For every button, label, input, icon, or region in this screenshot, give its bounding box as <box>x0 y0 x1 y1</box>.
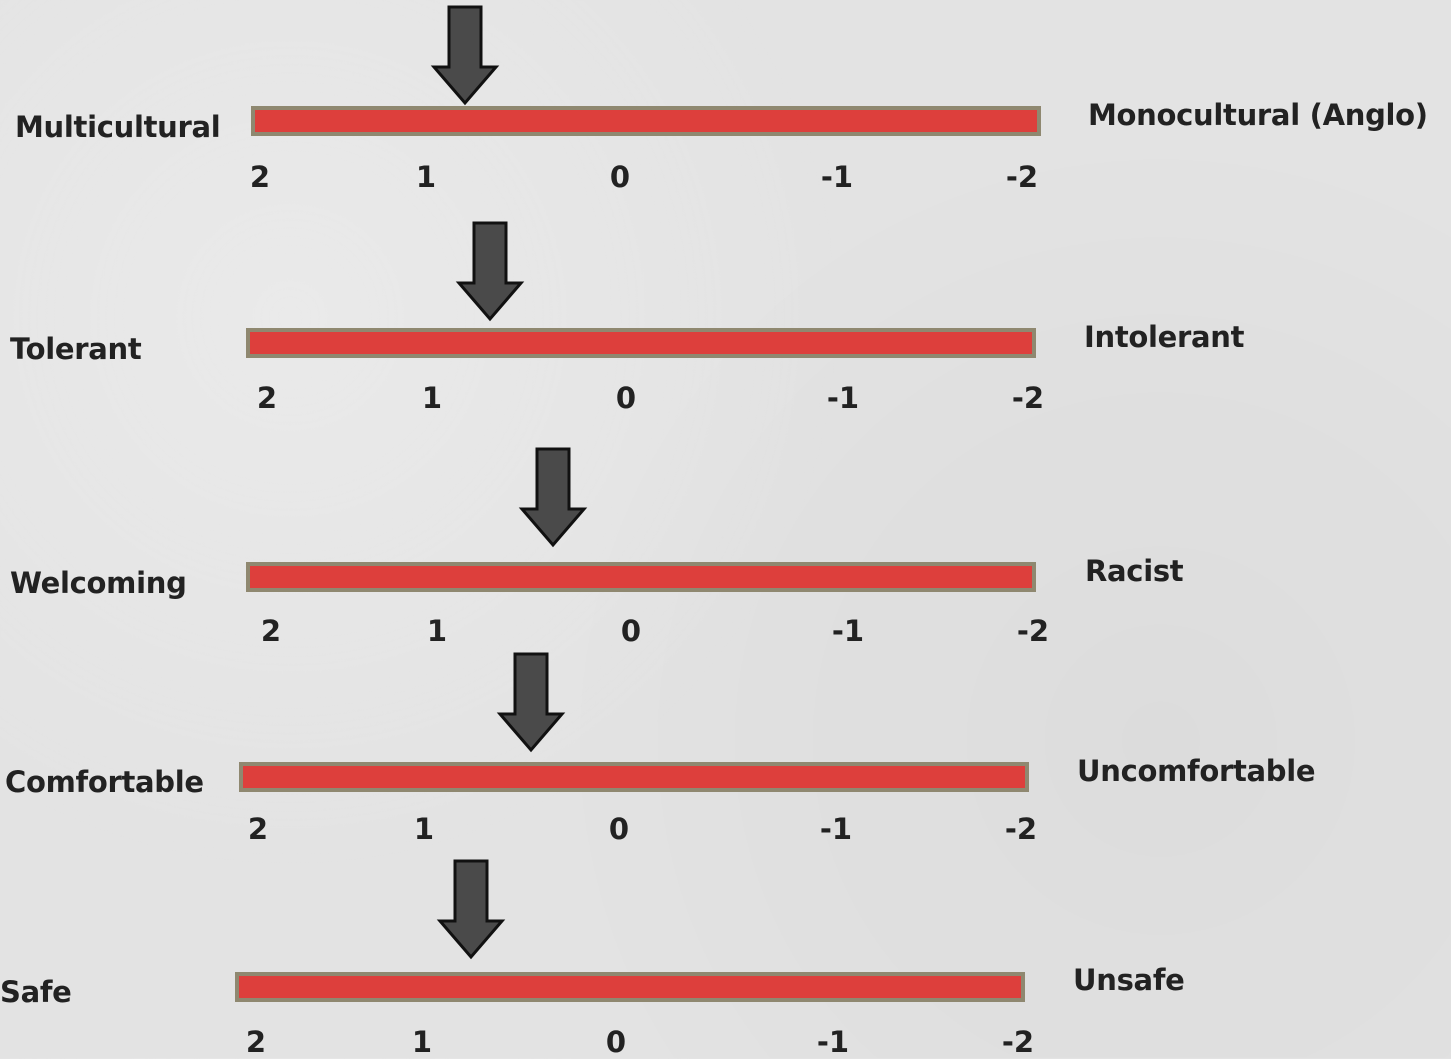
scale-tick-label: -1 <box>826 381 860 415</box>
scale-tick-label: 1 <box>413 812 435 846</box>
scale-tick-label: -1 <box>816 1025 850 1059</box>
scale-bar <box>246 328 1036 358</box>
scale-right-label: Unsafe <box>1073 963 1185 997</box>
scale-left-label: Tolerant <box>10 332 142 366</box>
scale-left-label: Welcoming <box>10 566 187 600</box>
scale-tick-label: -2 <box>1004 812 1038 846</box>
scale-tick-label: 2 <box>260 614 282 648</box>
scale-bar <box>246 562 1036 592</box>
scale-tick-label: -2 <box>1011 381 1045 415</box>
scale-right-label: Monocultural (Anglo) <box>1088 98 1428 132</box>
scale-right-label: Racist <box>1085 554 1184 588</box>
down-arrow-icon <box>496 652 566 753</box>
scale-tick-label: 2 <box>256 381 278 415</box>
rating-arrow-marker <box>436 859 505 960</box>
scale-right-label: Uncomfortable <box>1077 754 1316 788</box>
scale-bar <box>251 106 1041 136</box>
rating-arrow-marker <box>496 652 566 753</box>
scale-tick-label: 0 <box>609 160 631 194</box>
down-arrow-icon <box>519 447 588 548</box>
rating-arrow-marker <box>519 447 588 548</box>
scale-tick-label: -2 <box>1016 614 1050 648</box>
scale-tick-label: -1 <box>831 614 865 648</box>
scale-left-label: Safe <box>0 975 72 1009</box>
scale-tick-label: 2 <box>245 1025 267 1059</box>
scale-tick-label: 1 <box>411 1025 433 1059</box>
scale-left-label: Comfortable <box>5 765 204 799</box>
scale-tick-label: -2 <box>1005 160 1039 194</box>
scale-tick-label: 1 <box>421 381 443 415</box>
scale-tick-label: 0 <box>620 614 642 648</box>
scale-tick-label: -1 <box>820 160 854 194</box>
scale-left-label: Multicultural <box>15 110 221 144</box>
scale-tick-label: 0 <box>605 1025 627 1059</box>
scale-tick-label: 1 <box>426 614 448 648</box>
rating-arrow-marker <box>430 5 500 106</box>
scale-tick-label: 1 <box>415 160 437 194</box>
scale-tick-label: -1 <box>819 812 853 846</box>
scale-tick-label: 2 <box>249 160 271 194</box>
down-arrow-icon <box>455 221 525 322</box>
down-arrow-icon <box>430 5 500 106</box>
scale-bar <box>239 762 1029 792</box>
scale-right-label: Intolerant <box>1084 320 1245 354</box>
down-arrow-icon <box>436 859 505 960</box>
scale-tick-label: -2 <box>1001 1025 1035 1059</box>
scale-tick-label: 0 <box>608 812 630 846</box>
scale-tick-label: 2 <box>247 812 269 846</box>
rating-arrow-marker <box>455 221 525 322</box>
scale-bar <box>235 972 1025 1002</box>
scale-tick-label: 0 <box>615 381 637 415</box>
